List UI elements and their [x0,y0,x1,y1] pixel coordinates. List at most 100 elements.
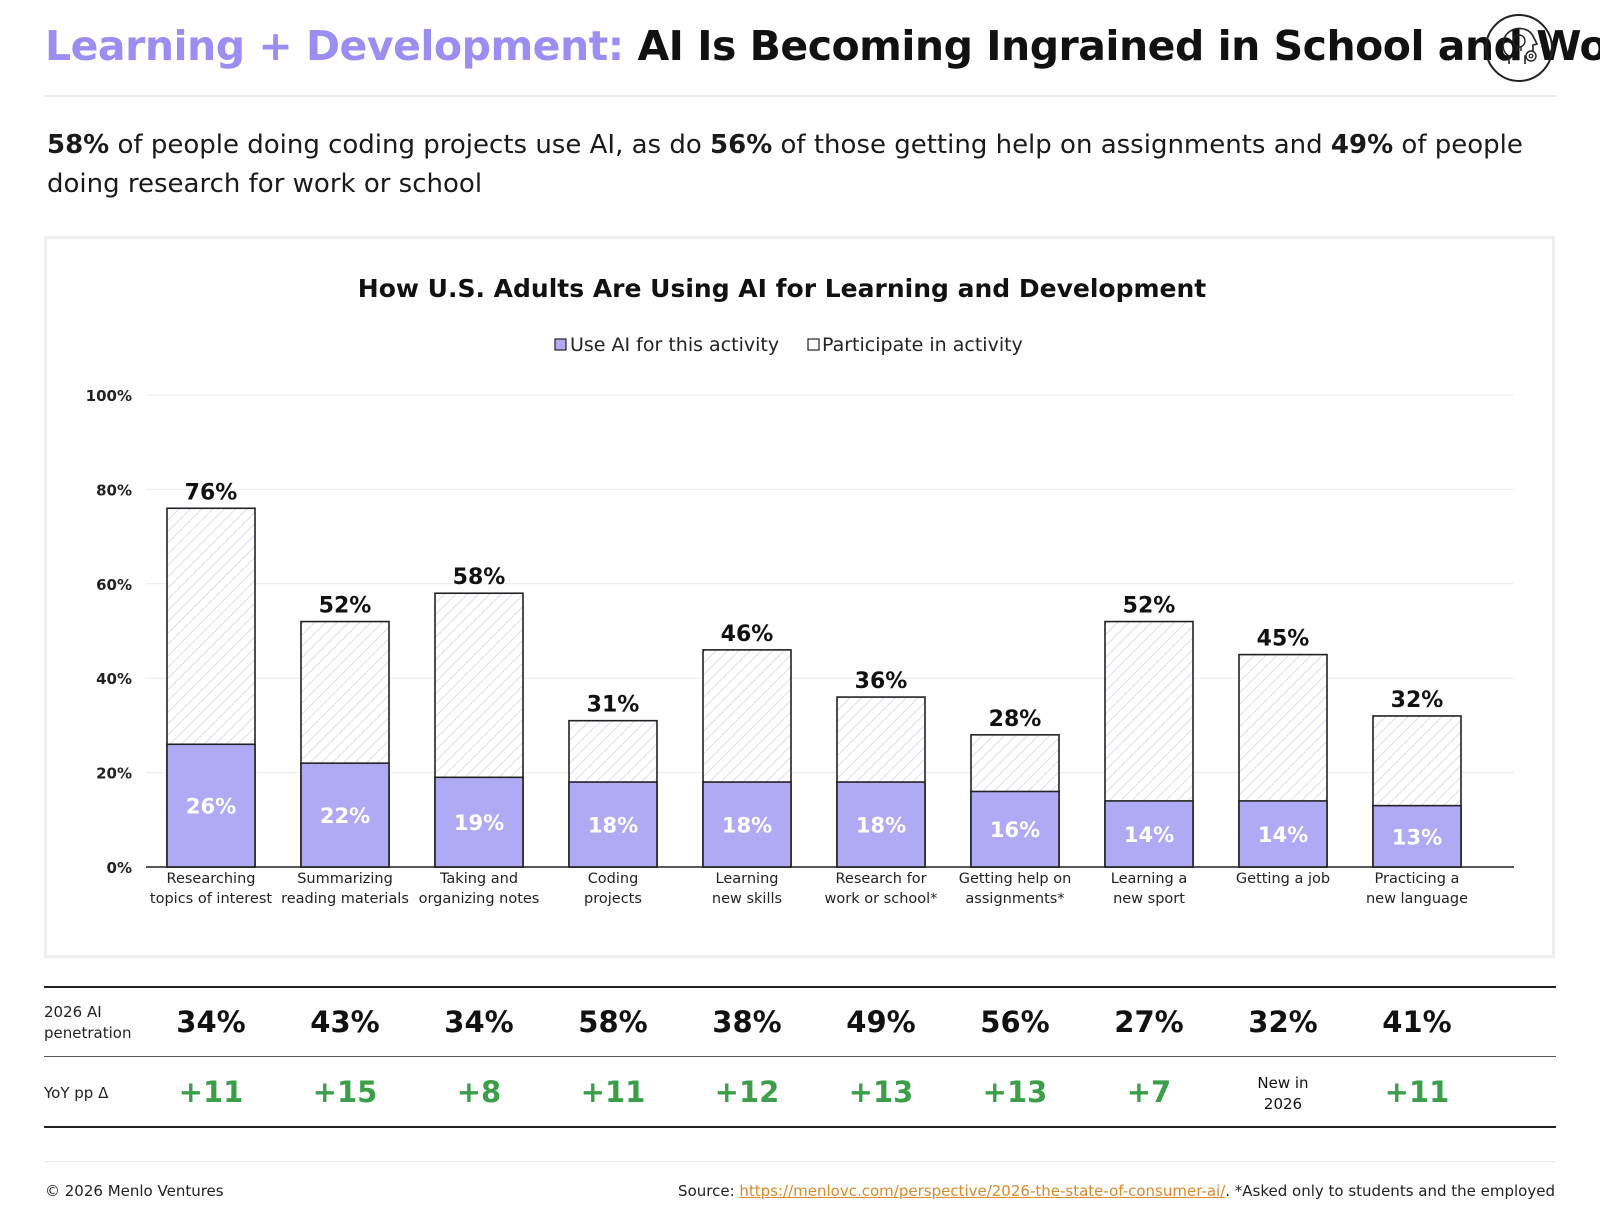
chart-title: How U.S. Adults Are Using AI for Learnin… [358,274,1206,303]
data-label-participate: 31% [587,693,640,718]
source-prefix: Source: [678,1182,740,1200]
source-link[interactable]: https://menlovc.com/perspective/2026-the… [739,1182,1226,1200]
data-label-use-ai: 18% [856,814,906,838]
bar-use-ai [1238,800,1328,868]
penetration-value: 41% [1382,1005,1452,1039]
table-bottom-rule [44,1126,1556,1128]
data-label-participate: 52% [1123,594,1176,619]
yoy-note: New in 2026 [1257,1074,1309,1113]
header-divider [45,95,1557,97]
subtitle: 58% of people doing coding projects use … [47,126,1527,204]
yoy-value: +11 [178,1075,244,1109]
data-label-use-ai: 14% [1258,823,1308,847]
data-label-use-ai: 26% [186,795,236,819]
x-tick-label: topics of interest [150,891,272,907]
x-tick-label: Learning a [1111,871,1187,887]
data-label-participate: 36% [855,669,908,694]
x-tick-label: Practicing a [1375,871,1460,887]
y-tick-label: 0% [107,859,132,877]
legend-swatch-use-ai [554,338,567,351]
data-label-use-ai: 16% [990,818,1040,842]
x-tick-label: reading materials [281,891,409,907]
x-tick-label: new skills [712,891,782,907]
data-label-use-ai: 18% [588,814,638,838]
data-label-use-ai: 19% [454,811,504,835]
x-tick-label: new language [1366,891,1468,907]
table-middle-rule [44,1056,1556,1057]
data-label-use-ai: 18% [722,814,772,838]
data-label-participate: 58% [453,565,506,590]
x-tick-label: assignments* [965,891,1064,907]
chart-legend: Use AI for this activity Participate in … [554,334,1023,356]
subtitle-text-3: of people doing research for work or sch… [47,130,1523,199]
bar-use-ai [166,743,256,868]
data-label-participate: 46% [721,622,774,647]
x-tick-label: new sport [1113,891,1185,907]
penetration-value: 58% [578,1005,648,1039]
yoy-value: +13 [982,1075,1048,1109]
data-label-participate: 28% [989,707,1042,732]
yoy-value: +7 [1126,1075,1172,1109]
legend-swatch-participate [807,338,820,351]
y-tick-label: 60% [96,576,132,594]
x-tick-label: Learning [716,871,779,887]
bar-use-ai [836,781,926,868]
x-tick-label: Getting help on [959,871,1072,887]
yoy-value: +12 [714,1075,780,1109]
bar-use-ai [568,781,658,868]
page-title-main: AI Is Becoming Ingrained in School and W… [637,22,1600,70]
source-note: Source: https://menlovc.com/perspective/… [678,1182,1555,1200]
penetration-value: 56% [980,1005,1050,1039]
legend-label-use-ai: Use AI for this activity [570,334,779,356]
yoy-value: +13 [848,1075,914,1109]
bar-use-ai [434,776,524,868]
yoy-value: +8 [456,1075,502,1109]
penetration-value: 49% [846,1005,916,1039]
bar-use-ai [1372,804,1462,868]
x-tick-label: Researching [167,871,256,887]
x-tick-label: Coding [588,871,639,887]
data-label-use-ai: 22% [320,804,370,828]
chart-bars [166,507,1462,868]
x-tick-label: projects [584,891,642,907]
legend-label-participate: Participate in activity [822,334,1023,356]
subtitle-text-1: of people doing coding projects use AI, … [109,130,711,160]
source-suffix: . *Asked only to students and the employ… [1225,1182,1555,1200]
y-tick-label: 80% [96,481,132,499]
table-top-rule [44,986,1556,988]
yoy-value: +15 [312,1075,378,1109]
y-tick-label: 20% [96,765,132,783]
data-label-use-ai: 13% [1392,825,1442,849]
subtitle-text-2: of those getting help on assignments and [772,130,1331,160]
yoy-value: +11 [580,1075,646,1109]
penetration-value: 34% [176,1005,246,1039]
penetration-label-line-1: 2026 AI [44,1003,102,1021]
x-tick-label: Summarizing [297,871,393,887]
penetration-label-line-2: penetration [44,1024,132,1042]
head-lightbulb-gear-icon [1485,14,1553,82]
page-title-accent: Learning + Development: [45,22,624,70]
page-title: Learning + Development: AI Is Becoming I… [45,22,1600,70]
x-tick-label: Getting a job [1236,871,1330,887]
chart-labels: 0% 20% 40% 60% 80% 100% 76% 26% Researching topic… [86,387,1468,907]
yoy-row-label: YoY pp Δ [44,1084,109,1102]
y-tick-label: 100% [86,387,132,405]
penetration-value: 34% [444,1005,514,1039]
data-label-participate: 45% [1257,627,1310,652]
footer-divider [44,1161,1556,1162]
bar-use-ai [702,781,792,868]
x-tick-label: work or school* [825,891,938,907]
bar-chart: How U.S. Adults Are Using AI for Learnin… [86,274,1514,907]
data-label-participate: 76% [185,480,238,505]
data-label-participate: 52% [319,594,372,619]
bar-use-ai [1104,800,1194,868]
x-tick-label: Taking and [439,871,518,887]
bar-use-ai [970,790,1060,868]
subtitle-stat-research: 49% [1330,130,1394,160]
x-tick-label: Research for [835,871,926,887]
copyright: © 2026 Menlo Ventures [45,1182,224,1200]
penetration-value: 32% [1248,1005,1318,1039]
subtitle-stat-coding: 58% [47,130,110,160]
penetration-value: 27% [1114,1005,1184,1039]
penetration-value: 43% [310,1005,380,1039]
